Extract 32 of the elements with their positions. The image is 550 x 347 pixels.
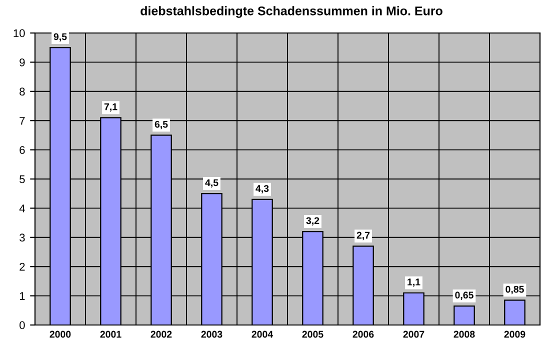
y-tick-label: 7 — [20, 116, 25, 125]
data-label: 4,5 — [205, 179, 218, 188]
data-label: 6,5 — [154, 120, 168, 130]
y-tick-label: 6 — [20, 146, 25, 154]
x-tick-label: 2000 — [50, 330, 71, 338]
data-label: 1,1 — [408, 278, 420, 287]
data-label: 9,5 — [54, 33, 67, 42]
data-label: 7,1 — [104, 103, 118, 112]
y-tick-label: 3 — [20, 234, 25, 242]
y-tick-label: 9 — [20, 58, 25, 66]
y-tick-label: 2 — [20, 262, 25, 271]
x-tick-label: 2003 — [201, 330, 222, 338]
x-tick-label: 2002 — [150, 330, 172, 338]
x-tick-label: 2001 — [100, 330, 122, 338]
x-tick-label: 2004 — [252, 330, 274, 338]
data-label: 3,2 — [306, 217, 320, 226]
x-tick-label: 2007 — [403, 330, 424, 338]
y-tick-label: 4 — [19, 204, 25, 212]
data-label: 0,65 — [455, 292, 474, 300]
x-tick-label: 2006 — [352, 330, 374, 338]
chart-title: diebstahlsbedingte Schadenssummen in Mio. Euro — [140, 6, 442, 18]
x-tick-label: 2009 — [504, 330, 526, 338]
x-tick-label: 2008 — [454, 330, 475, 338]
y-tick-label: 1 — [20, 292, 25, 300]
y-tick-label: 0 — [20, 321, 25, 330]
data-label: 4,3 — [256, 185, 269, 194]
y-tick-label: 5 — [20, 175, 25, 184]
x-tick-label: 2005 — [302, 330, 324, 338]
data-label: 2,7 — [356, 232, 370, 240]
data-label: 0,85 — [506, 286, 524, 294]
y-tick-label: 10 — [14, 29, 25, 38]
y-tick-label: 8 — [20, 88, 25, 96]
